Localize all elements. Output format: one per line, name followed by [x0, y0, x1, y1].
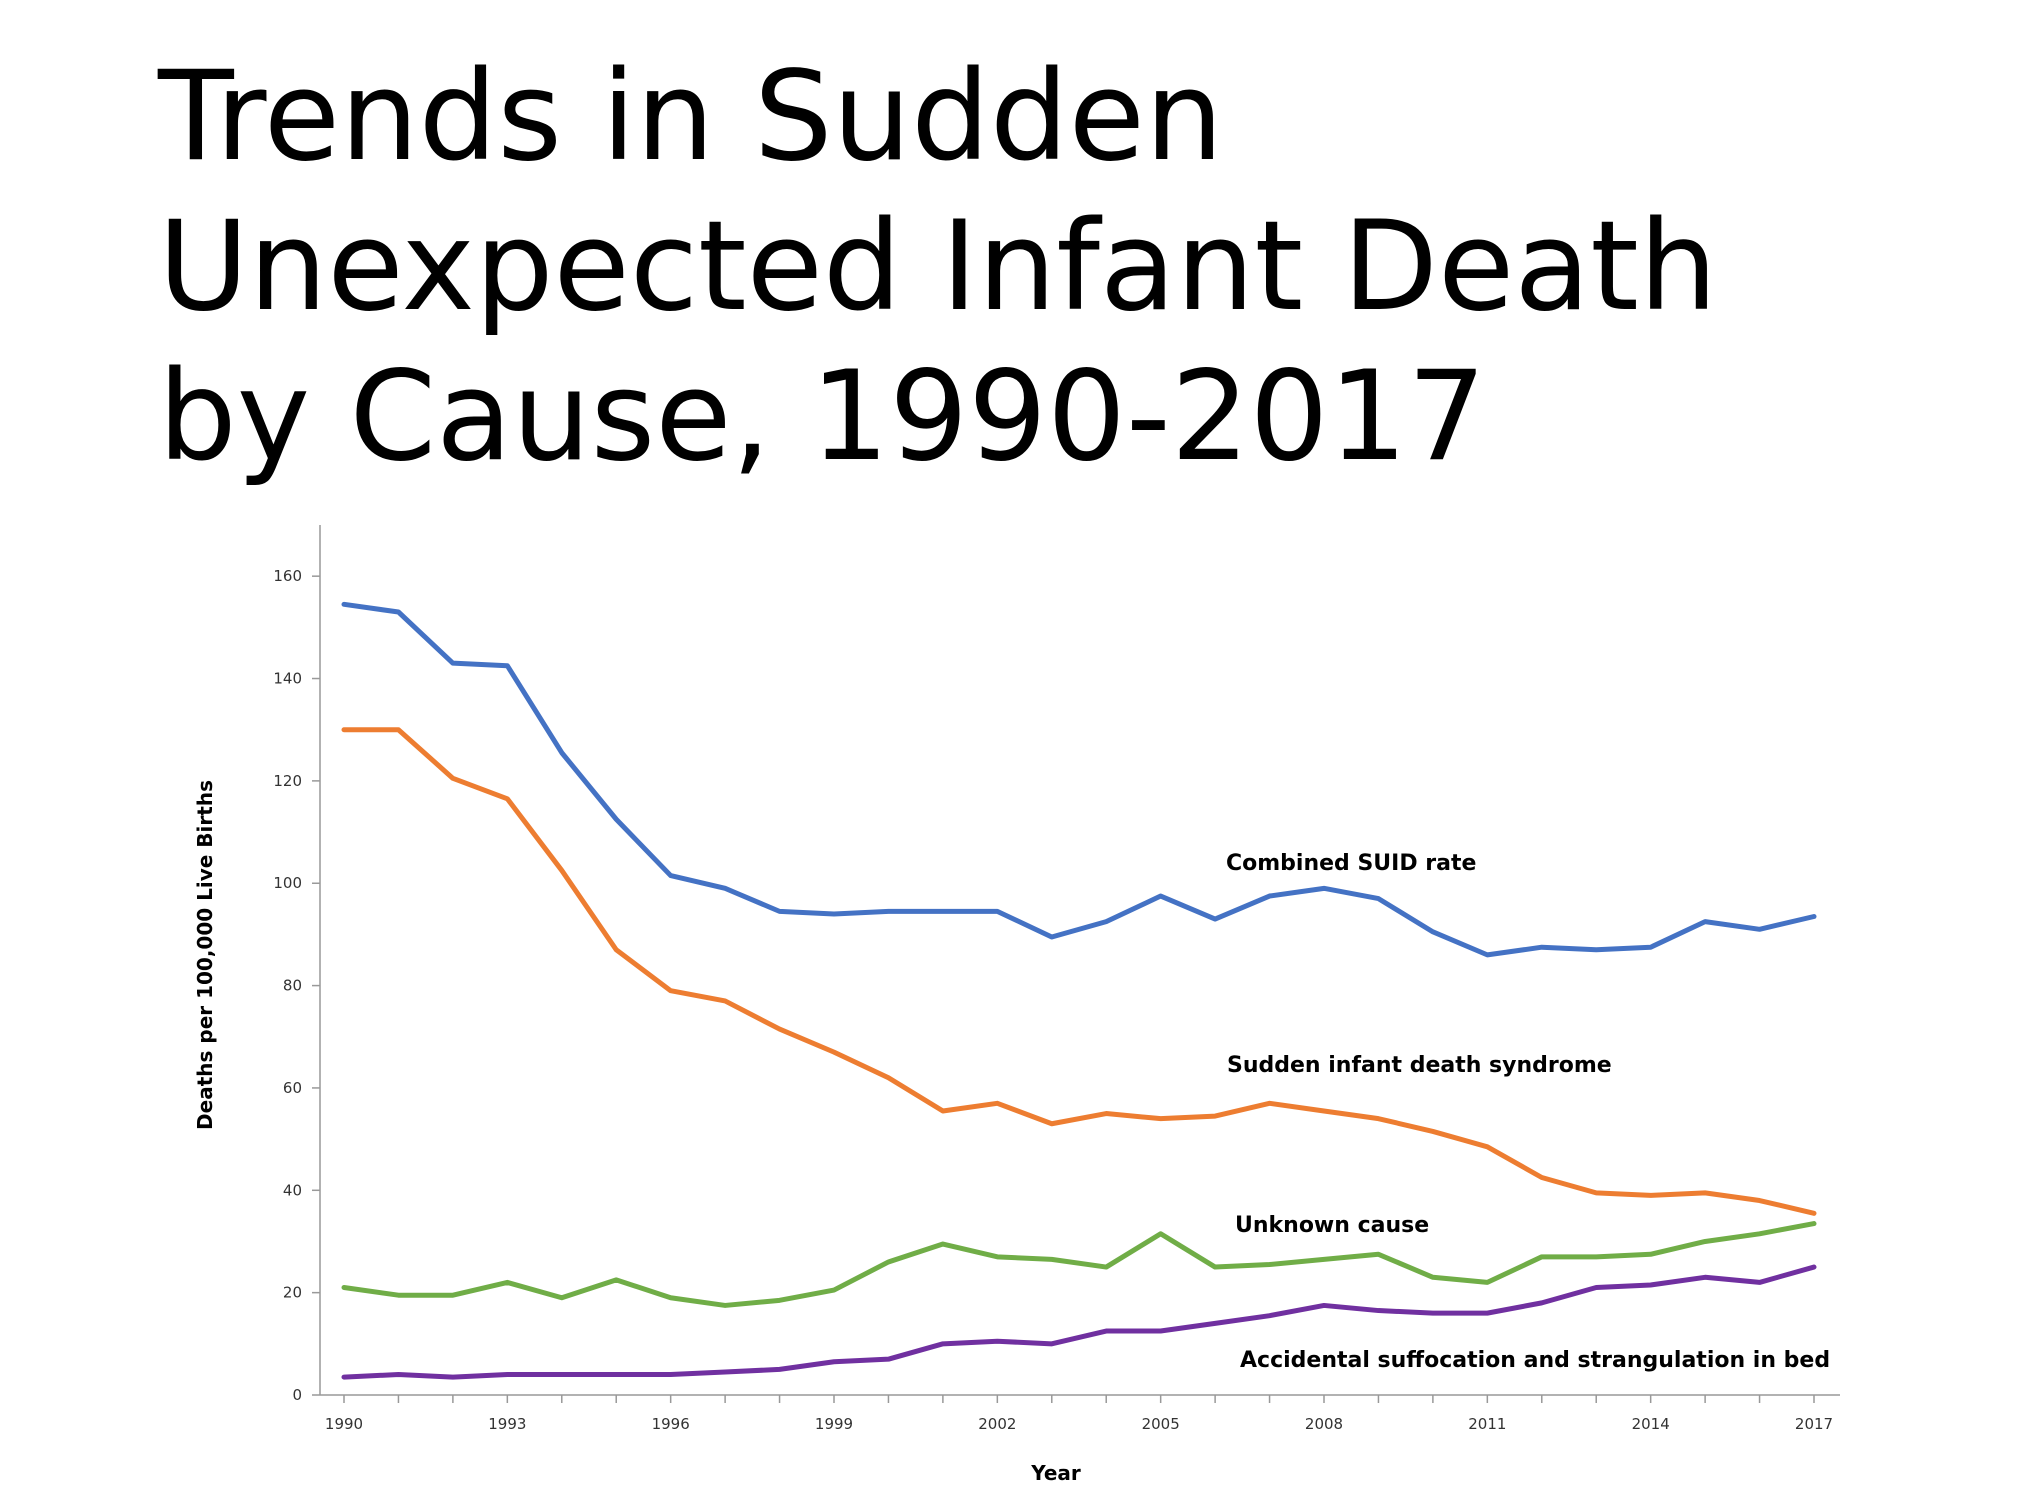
x-tick-label: 1990	[325, 1415, 363, 1433]
x-tick-label: 1999	[815, 1415, 853, 1433]
x-tick-label: 1996	[652, 1415, 690, 1433]
series-label-accidental-suffocation-and-strangulation-in-bed: Accidental suffocation and strangulation…	[1240, 1348, 1830, 1373]
x-tick-label: 2002	[978, 1415, 1016, 1433]
y-tick-label: 140	[273, 670, 302, 688]
y-tick-label: 100	[273, 874, 302, 892]
slide-title: Trends in Sudden Unexpected Infant Death…	[158, 45, 1718, 489]
series-lines	[341, 601, 1817, 1380]
x-tick-label: 2017	[1795, 1415, 1833, 1433]
y-tick-label: 20	[283, 1284, 302, 1302]
series-label-combined-suid-rate: Combined SUID rate	[1226, 851, 1476, 876]
y-tick-label: 0	[292, 1386, 302, 1404]
x-tick-label: 2011	[1468, 1415, 1506, 1433]
axes: 0 20 40 60 80 100 120 140 160 1990 1993 1996 1999 200…	[273, 525, 1840, 1433]
series-line-accidental-suffocation-and-strangulation-in-bed	[341, 1264, 1817, 1380]
y-axis-title: Deaths per 100,000 Live Births	[193, 780, 217, 1130]
x-tick-label: 2005	[1142, 1415, 1180, 1433]
series-line-combined-suid-rate	[341, 601, 1817, 958]
y-tick-label: 120	[273, 772, 302, 790]
series-line-sudden-infant-death-syndrome	[341, 727, 1817, 1216]
x-tick-label: 2014	[1632, 1415, 1670, 1433]
x-tick-label: 2008	[1305, 1415, 1343, 1433]
y-tick-label: 160	[273, 567, 302, 585]
series-label-unknown-cause: Unknown cause	[1235, 1213, 1429, 1238]
series-line-unknown-cause	[341, 1221, 1817, 1308]
x-axis-title: Year	[1030, 1461, 1081, 1485]
y-tick-label: 60	[283, 1079, 302, 1097]
y-tick-label: 40	[283, 1181, 302, 1199]
y-tick-label: 80	[283, 977, 302, 995]
series-label-sudden-infant-death-syndrome: Sudden infant death syndrome	[1227, 1053, 1612, 1078]
x-tick-label: 1993	[488, 1415, 526, 1433]
series-labels: Combined SUID rate Sudden infant death sy…	[1226, 851, 1830, 1373]
